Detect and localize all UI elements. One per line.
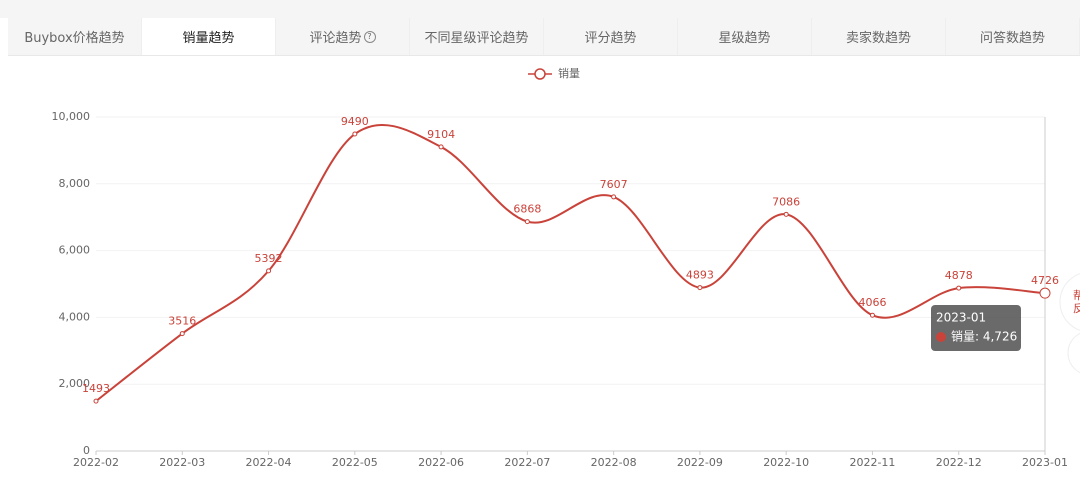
tooltip-label: 销量: 4,726	[951, 330, 1017, 344]
tab-label: Buybox价格趋势	[24, 31, 125, 46]
point	[956, 285, 962, 291]
tab-label: 评分趋势	[584, 31, 637, 46]
point	[93, 398, 99, 404]
side-button-text: 帮	[1073, 289, 1080, 302]
tooltip-title: 2023-01	[936, 311, 986, 325]
value-label: 4878	[945, 269, 973, 282]
tab[interactable]: 销量趋势	[142, 18, 276, 55]
x-tick-label: 2022-05	[332, 456, 378, 469]
x-tick-label: 2022-09	[677, 456, 723, 469]
y-tick-label: 6,000	[59, 244, 91, 257]
y-tick-label: 10,000	[52, 110, 91, 123]
x-tick-label: 2022-06	[418, 456, 464, 469]
tab-label: 问答数趋势	[979, 31, 1045, 46]
tooltip-box	[931, 305, 1021, 351]
value-label: 9490	[341, 115, 369, 128]
tab[interactable]: 不同星级评论趋势	[410, 18, 544, 55]
tab[interactable]: 卖家数趋势	[812, 18, 946, 55]
value-label: 6868	[513, 203, 541, 216]
top-bar	[0, 0, 1080, 18]
y-tick-label: 8,000	[59, 177, 91, 190]
tab-label: 星级趋势	[718, 31, 771, 46]
value-label: 7086	[772, 195, 800, 208]
value-label: 4893	[686, 269, 714, 282]
y-tick-label: 0	[83, 444, 90, 457]
tab-bar: Buybox价格趋势 销量趋势 评论趋势? 不同星级评论趋势 评分趋势 星级趋势 卖家数趋势…	[8, 18, 1080, 56]
x-tick-label: 2022-10	[763, 456, 809, 469]
tab-label: 评论趋势	[309, 31, 362, 46]
side-button[interactable]	[1059, 272, 1080, 332]
x-tick-label: 2022-11	[849, 456, 895, 469]
point	[697, 285, 703, 291]
legend-marker	[534, 68, 546, 80]
series-line	[95, 124, 1046, 402]
y-tick-label: 4,000	[59, 310, 91, 323]
tab-label: 不同星级评论趋势	[424, 31, 529, 46]
point	[179, 331, 185, 337]
tooltip-marker	[936, 332, 946, 342]
value-label: 1493	[82, 382, 110, 395]
value-label: 7607	[600, 178, 628, 191]
point	[266, 268, 272, 274]
value-label: 4726	[1031, 274, 1059, 287]
value-label: 5392	[255, 252, 283, 265]
tab[interactable]: 评论趋势?	[276, 18, 410, 55]
x-tick-label: 2022-03	[159, 456, 205, 469]
side-button[interactable]	[1067, 331, 1080, 375]
point	[783, 211, 789, 217]
tab-label: 销量趋势	[182, 31, 235, 46]
point	[1039, 287, 1051, 299]
point	[438, 144, 444, 150]
point	[869, 312, 875, 318]
value-label: 9104	[427, 128, 455, 141]
x-tick-label: 2022-07	[504, 456, 550, 469]
point	[524, 219, 530, 225]
x-tick-label: 2022-04	[246, 456, 292, 469]
side-button-text: 反	[1073, 302, 1080, 315]
help-icon[interactable]: ?	[363, 30, 376, 43]
value-label: 3516	[168, 315, 196, 328]
tab[interactable]: 星级趋势	[678, 18, 812, 55]
tab[interactable]: Buybox价格趋势	[8, 18, 142, 55]
x-tick-label: 2023-01	[1022, 456, 1068, 469]
x-tick-label: 2022-12	[936, 456, 982, 469]
x-tick-label: 2022-08	[591, 456, 637, 469]
point	[611, 194, 617, 200]
x-tick-label: 2022-02	[73, 456, 119, 469]
tab[interactable]: 评分趋势	[544, 18, 678, 55]
value-label: 4066	[858, 296, 886, 309]
tab-label: 卖家数趋势	[845, 31, 911, 46]
legend-label: 销量	[558, 66, 580, 80]
point	[352, 131, 358, 137]
y-tick-label: 2,000	[59, 377, 91, 390]
